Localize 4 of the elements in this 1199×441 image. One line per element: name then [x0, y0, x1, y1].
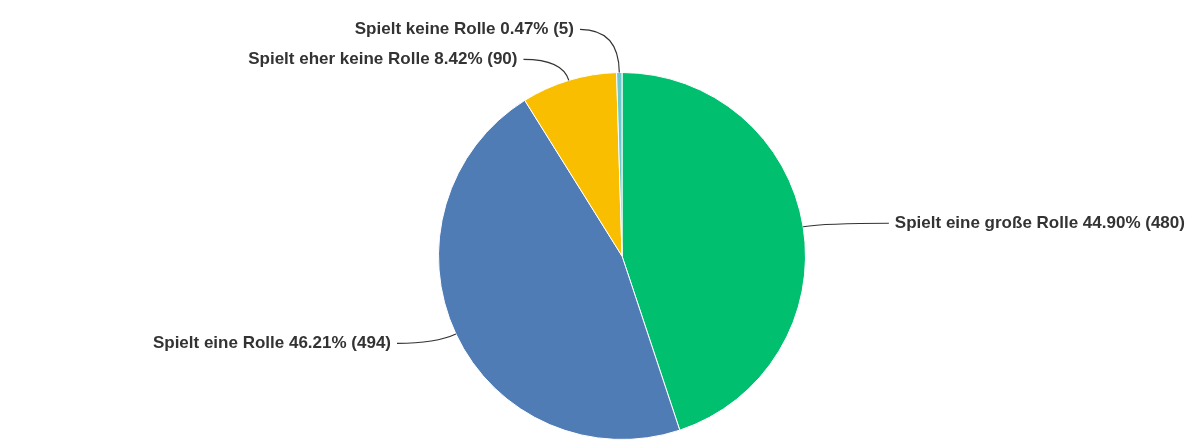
slice-label: Spielt keine Rolle 0.47% (5) [354, 19, 574, 38]
slice-label: Spielt eine Rolle 46.21% (494) [152, 333, 392, 353]
slice-label: Spielt eine große Rolle 44.90% (480) [894, 212, 1185, 232]
slice-label: Spielt eher keine Rolle 8.42% (90) [248, 49, 518, 68]
